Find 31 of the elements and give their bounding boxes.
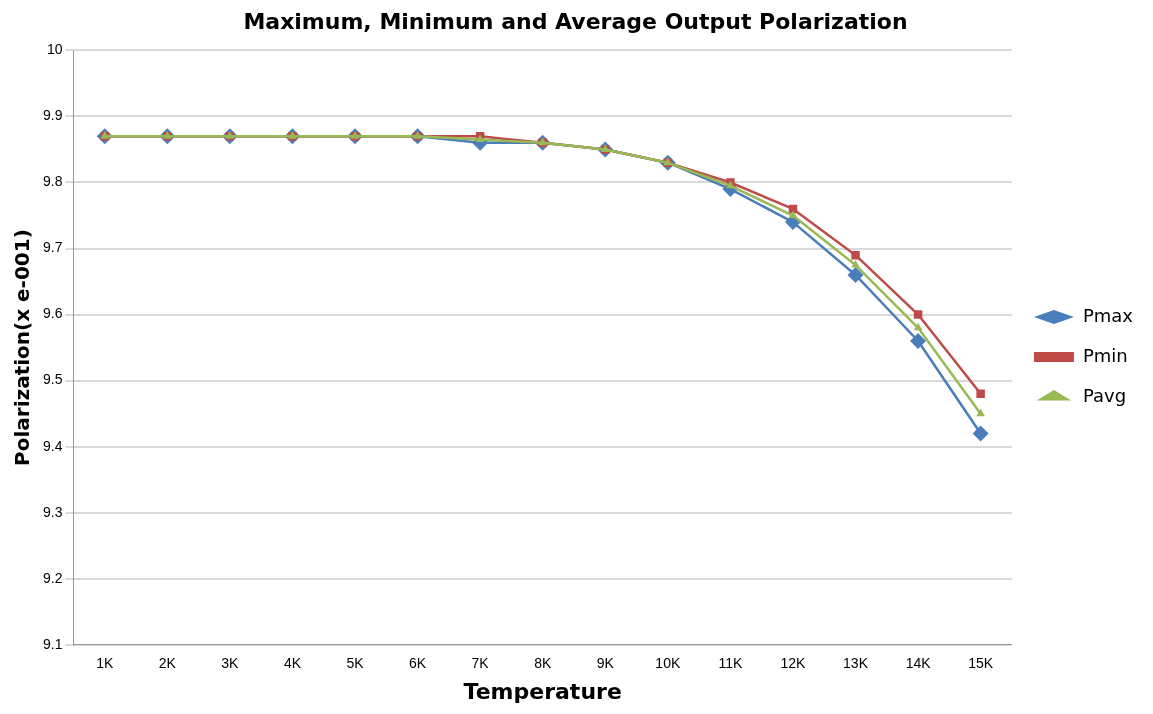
- x-tick-label: 10K: [655, 655, 681, 672]
- y-axis-title: Polarization(x e-001): [10, 229, 35, 466]
- x-tick-label: 5K: [346, 655, 365, 672]
- y-tick-label: 9.8: [42, 173, 63, 190]
- y-tick-label: 9.9: [42, 107, 63, 124]
- x-tick-label: 8K: [534, 655, 552, 672]
- x-tick-label: 15K: [968, 655, 994, 672]
- x-axis-title: Temperature: [463, 678, 622, 704]
- chart-title: Maximum, Minimum and Average Output Polarization: [243, 8, 908, 34]
- x-tick-label: 6K: [409, 655, 427, 672]
- legend-label: Pavg: [1082, 384, 1127, 406]
- y-tick-label: 9.3: [42, 503, 63, 520]
- x-tick-label: 4K: [283, 655, 302, 672]
- x-tick-label: 7K: [471, 655, 490, 672]
- x-tick-label: 9K: [596, 655, 615, 672]
- y-tick-label: 9.4: [42, 437, 63, 454]
- y-tick-label: 9.5: [42, 371, 63, 388]
- y-tick-label: 9.2: [42, 569, 63, 586]
- x-tick-label: 1K: [96, 655, 114, 672]
- x-tick-label: 11K: [718, 655, 743, 672]
- x-tick-label: 13K: [843, 655, 869, 672]
- x-tick-label: 14K: [905, 655, 932, 672]
- legend-label: Pmax: [1082, 304, 1134, 326]
- x-tick-label: 12K: [780, 655, 807, 672]
- y-tick-label: 10: [46, 41, 63, 58]
- x-tick-label: 2K: [158, 655, 177, 672]
- y-tick-label: 9.7: [42, 239, 63, 256]
- y-tick-label: 9.6: [42, 305, 63, 322]
- y-tick-label: 9.1: [42, 635, 63, 652]
- legend-label: Pmin: [1082, 344, 1128, 366]
- x-tick-label: 3K: [221, 655, 240, 672]
